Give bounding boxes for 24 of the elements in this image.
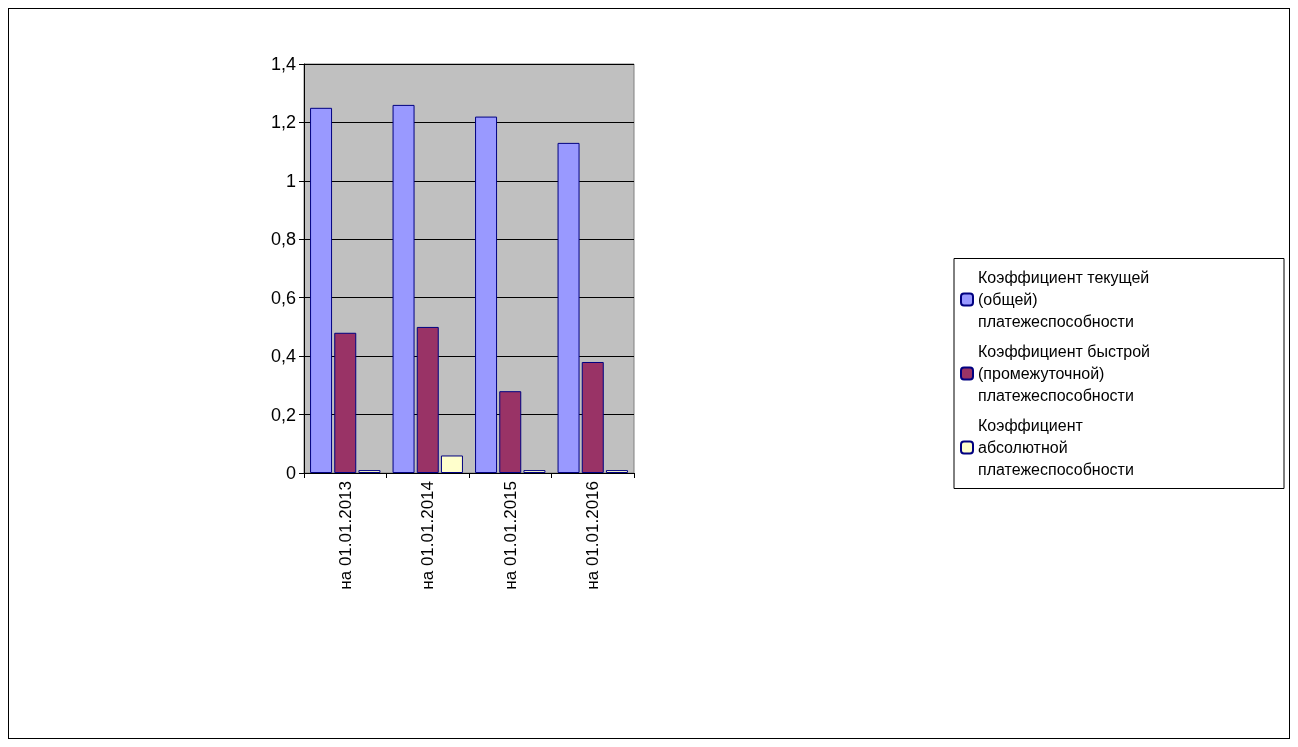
- y-tick-label: 0,2: [270, 404, 296, 425]
- bar: [310, 107, 333, 473]
- y-tick-label: 0,8: [270, 229, 296, 250]
- y-tick-label: 0,4: [270, 346, 296, 367]
- x-tick-label: на 01.01.2016: [583, 481, 603, 590]
- bar: [440, 455, 463, 473]
- bar: [475, 116, 498, 473]
- bar: [416, 326, 439, 473]
- x-tick-label: на 01.01.2014: [418, 481, 438, 590]
- legend-label: Коэффициент абсолютной платежеспособности: [978, 417, 1134, 478]
- y-tick-label: 1: [285, 170, 296, 191]
- bar: [581, 361, 604, 473]
- legend-label: Коэффициент быстрой (промежуточной) платежеспособности: [978, 343, 1155, 404]
- legend-label: Коэффициент текущей (общей) платежеспособности: [978, 269, 1154, 330]
- bar: [334, 332, 357, 473]
- bar: [557, 142, 580, 473]
- y-tick-label: 0: [285, 463, 296, 483]
- x-tick-label: на 01.01.2013: [335, 481, 355, 590]
- y-tick-label: 1,4: [270, 54, 296, 74]
- bar: [499, 391, 522, 473]
- y-tick-label: 1,2: [270, 112, 296, 133]
- bar: [392, 104, 415, 473]
- y-tick-label: 0,6: [270, 287, 296, 308]
- x-tick-label: на 01.01.2015: [500, 481, 520, 590]
